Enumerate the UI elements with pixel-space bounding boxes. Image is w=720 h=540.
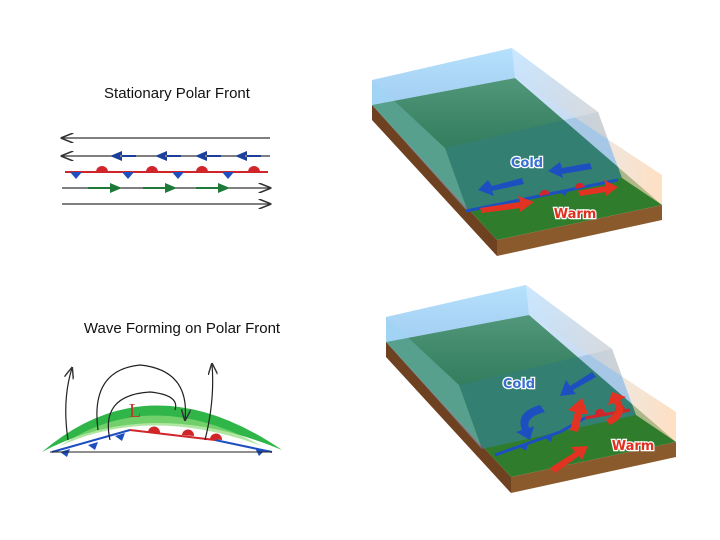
shape [96, 364, 186, 431]
shape [478, 178, 524, 196]
warm-label: Warm [612, 439, 655, 454]
shape [110, 151, 136, 161]
shape [146, 166, 158, 172]
shape [539, 182, 585, 196]
cold-front-symbols [70, 172, 234, 179]
shape [196, 183, 230, 193]
shape [560, 372, 596, 396]
warm-sector [42, 405, 282, 452]
shape [480, 196, 534, 213]
shape [129, 429, 216, 441]
shape [204, 364, 213, 441]
shape [196, 166, 208, 172]
warm-sector-light [60, 415, 262, 446]
shape [548, 162, 592, 178]
wave-schematic [42, 364, 282, 457]
shape [235, 151, 261, 161]
shape [606, 392, 626, 425]
shape [568, 398, 588, 432]
shape [550, 446, 588, 473]
shape [143, 183, 177, 193]
cold-label: Cold [511, 156, 543, 171]
shape [107, 391, 177, 441]
shape [222, 172, 234, 179]
stationary-front-schematic [62, 138, 270, 204]
shape [122, 172, 134, 179]
low-label: L [129, 400, 141, 422]
block-arrows [516, 372, 626, 473]
shape [88, 183, 122, 193]
shape [195, 151, 221, 161]
shape [516, 405, 545, 440]
shape [70, 172, 82, 179]
panel-title: Stationary Polar Front [104, 85, 251, 102]
cold-label: Cold [503, 377, 535, 392]
shape [172, 172, 184, 179]
block-arrows [478, 162, 618, 213]
shape [155, 151, 181, 161]
shape [520, 435, 553, 451]
shape [578, 180, 618, 196]
shape [51, 429, 131, 453]
shape [66, 368, 72, 441]
warm-arrows [88, 183, 230, 193]
shape [248, 166, 260, 172]
air-mass-block [372, 48, 662, 256]
shape [148, 426, 223, 440]
warm-label: Warm [554, 207, 597, 222]
shape [96, 166, 108, 172]
cold-arrows [110, 151, 261, 161]
warm-front-symbols [96, 166, 260, 172]
panel-title: Wave Forming on Polar Front [84, 320, 281, 337]
